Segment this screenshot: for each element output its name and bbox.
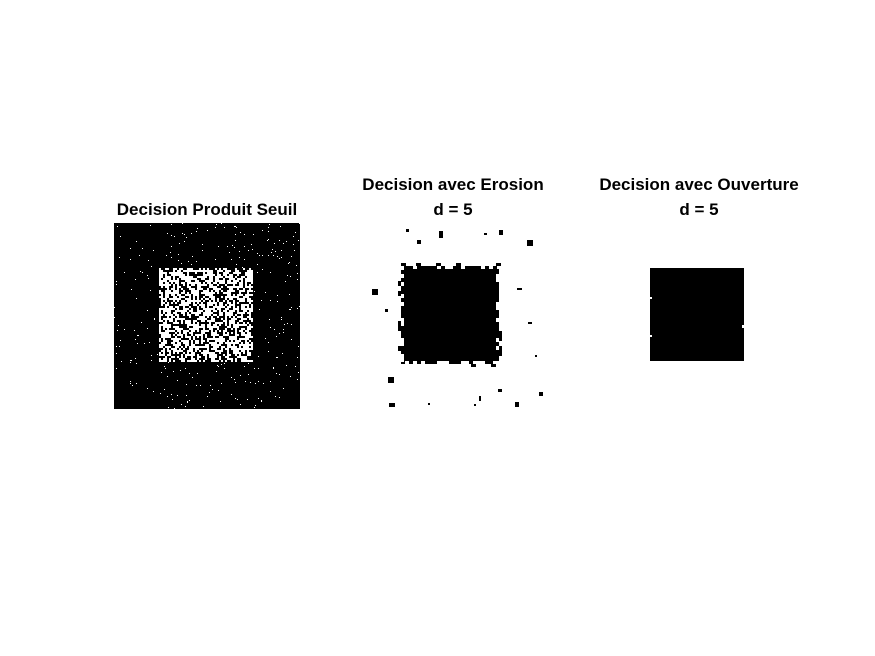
title-line: Decision Produit Seuil: [116, 200, 298, 219]
binary-image-erosion: [358, 223, 544, 409]
panel-title-erosion: Decision avec Erosion d = 5: [347, 172, 559, 222]
title-line-param: d = 5: [433, 200, 473, 219]
binary-image-produit-seuil: [114, 223, 300, 409]
title-line-param: d = 5: [679, 200, 719, 219]
binary-image-ouverture: [604, 223, 790, 409]
title-line: Decision avec Erosion: [362, 175, 544, 194]
panel-title-produit-seuil: Decision Produit Seuil: [102, 197, 312, 222]
panel-title-ouverture: Decision avec Ouverture d = 5: [582, 172, 816, 222]
title-line: Decision avec Ouverture: [599, 175, 799, 194]
